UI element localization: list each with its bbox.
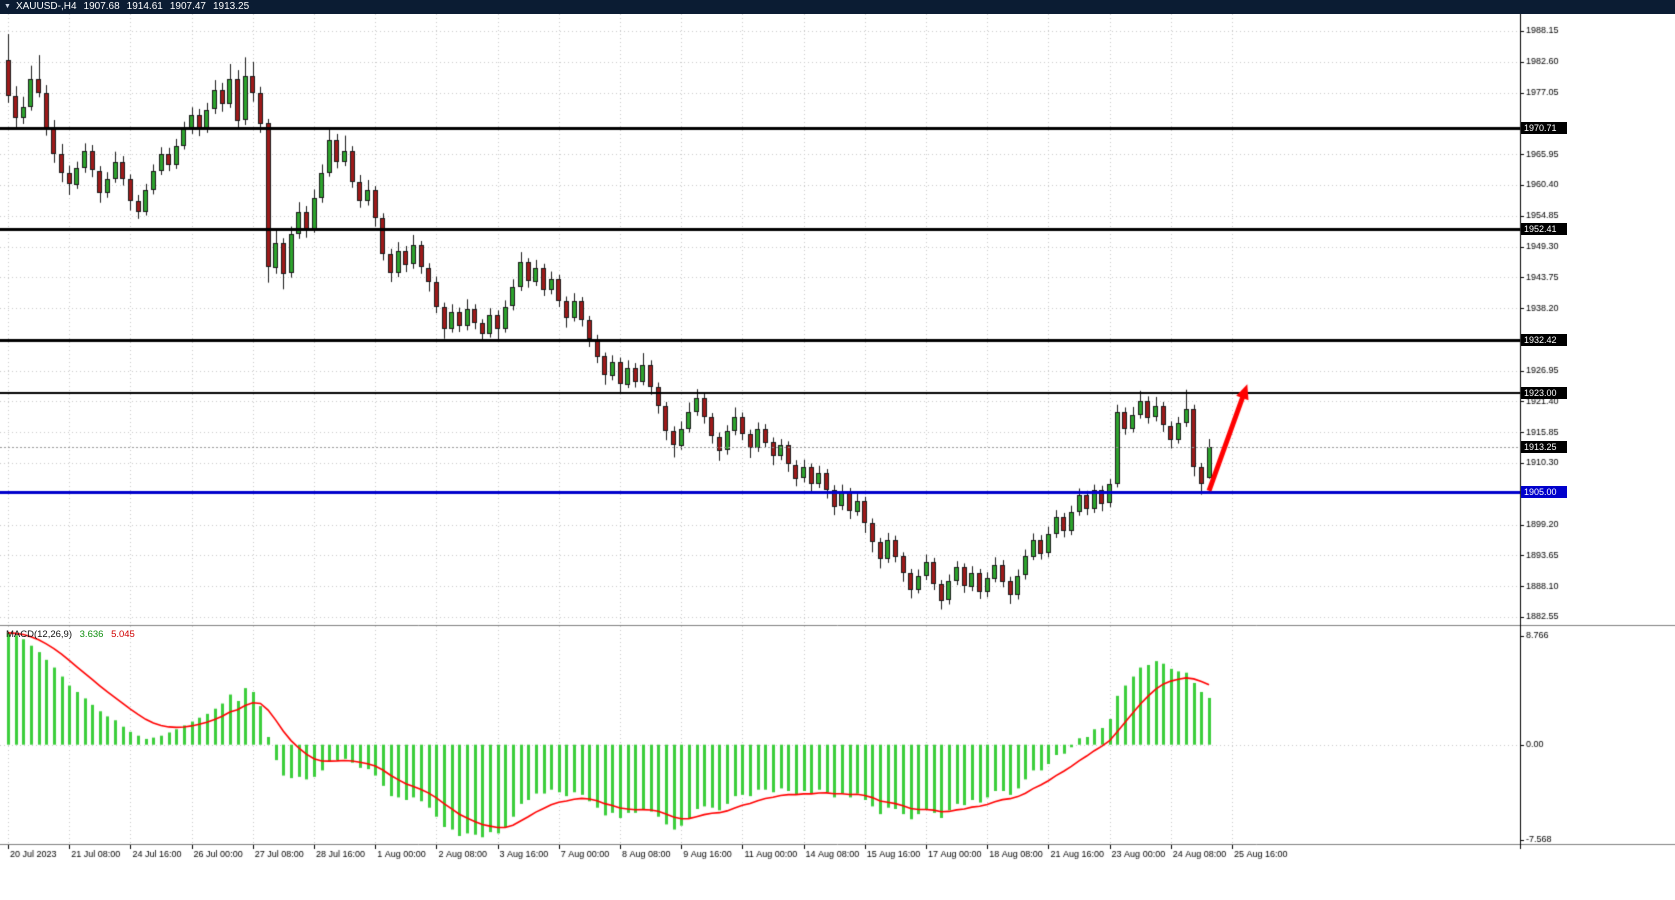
quote-open: 1907.68 bbox=[83, 1, 120, 12]
symbol-dropdown-icon[interactable]: ▼ bbox=[4, 3, 11, 10]
macd-indicator-label: MACD(12,26,9) 3.636 5.045 bbox=[6, 629, 140, 640]
symbol-period-label: XAUUSD-,H4 bbox=[15, 1, 77, 12]
macd-name: MACD(12,26,9) bbox=[6, 629, 72, 640]
quote-low: 1907.47 bbox=[169, 1, 206, 12]
macd-main-value: 3.636 bbox=[79, 629, 104, 640]
chart-header-bar: ▼ XAUUSD-,H4 1907.68 1914.61 1907.47 191… bbox=[0, 0, 1675, 14]
quote-close: 1913.25 bbox=[212, 1, 250, 12]
macd-signal-value: 5.045 bbox=[111, 629, 135, 640]
quote-high: 1914.61 bbox=[126, 1, 163, 12]
